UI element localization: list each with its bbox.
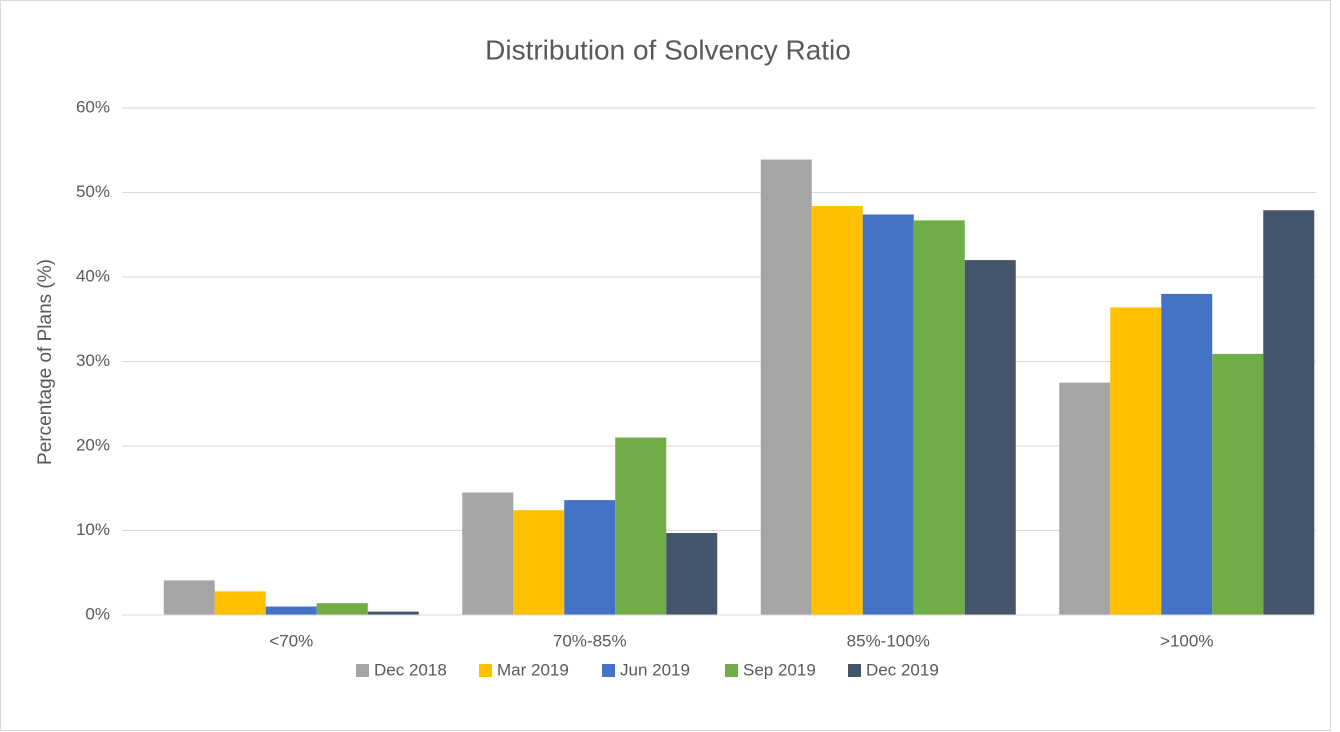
y-tick-label: 50%: [76, 182, 110, 201]
bar: [964, 260, 1016, 615]
y-tick-label: 0%: [85, 604, 110, 623]
y-tick-label: 10%: [76, 520, 110, 539]
bar: [760, 159, 812, 616]
bar: [163, 580, 215, 615]
x-tick-label: >100%: [1160, 631, 1213, 650]
bar: [316, 603, 368, 615]
legend-swatch: [725, 664, 738, 677]
y-tick-label: 60%: [76, 97, 110, 116]
legend-swatch: [479, 664, 492, 677]
legend-label: Dec 2019: [866, 660, 939, 679]
bar: [214, 591, 266, 615]
y-tick-label: 30%: [76, 351, 110, 370]
bar: [367, 611, 419, 615]
chart-title: Distribution of Solvency Ratio: [485, 34, 851, 65]
legend-label: Mar 2019: [497, 660, 569, 679]
legend-swatch: [848, 664, 861, 677]
bar: [1212, 353, 1264, 615]
x-tick-label: <70%: [269, 631, 313, 650]
y-axis-label: Percentage of Plans (%): [35, 259, 56, 465]
bar: [265, 606, 317, 615]
y-tick-label: 20%: [76, 435, 110, 454]
bar: [811, 206, 863, 615]
legend-swatch: [356, 664, 369, 677]
bar: [513, 510, 565, 615]
bar: [913, 220, 965, 615]
bar: [666, 533, 718, 615]
bar: [1059, 382, 1111, 615]
legend-label: Dec 2018: [374, 660, 447, 679]
legend-swatch: [602, 664, 615, 677]
legend-label: Jun 2019: [620, 660, 690, 679]
bar: [462, 492, 514, 615]
bar: [1263, 210, 1315, 615]
bar: [564, 500, 616, 615]
bar: [1110, 307, 1162, 615]
x-tick-label: 70%-85%: [553, 631, 627, 650]
legend-label: Sep 2019: [743, 660, 816, 679]
y-tick-label: 40%: [76, 266, 110, 285]
bar: [615, 437, 667, 615]
bar: [862, 214, 914, 615]
bar: [1161, 293, 1213, 615]
x-tick-label: 85%-100%: [847, 631, 930, 650]
